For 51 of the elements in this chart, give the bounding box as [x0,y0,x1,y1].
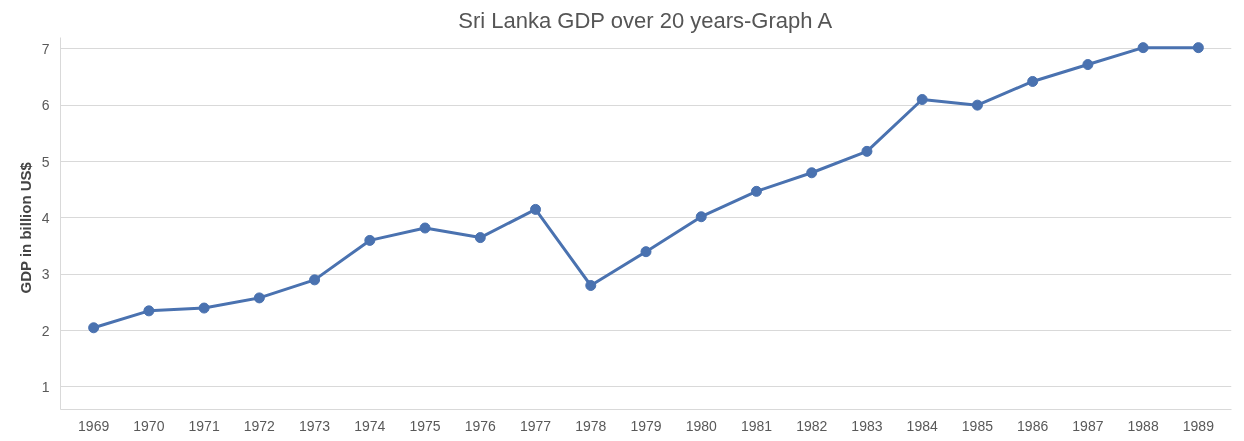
point [88,322,100,334]
x-tick-label: 1984 [906,417,938,434]
point [1082,59,1094,71]
point [1192,42,1204,54]
x-tick-label: 1981 [740,417,773,434]
chart-title: Sri Lanka GDP over 20 years-Graph A [458,7,833,33]
y-tick-label: 6 [41,97,50,114]
x-tick-label: 1983 [851,417,883,434]
x-tick-label: 1986 [1017,417,1049,434]
x-tick-label: 1969 [78,417,110,434]
y-tick-label: 3 [41,266,50,283]
point [474,232,486,244]
point [1027,75,1039,87]
x-tick-label: 1987 [1072,417,1104,434]
y-tick-label: 2 [41,322,50,339]
point [585,280,597,291]
x-tick-label: 1982 [796,417,828,434]
point [143,305,155,317]
x-tick-label: 1974 [354,417,386,434]
x-tick-label: 1972 [243,417,276,434]
point [750,185,762,197]
point [1137,42,1149,54]
x-tick-label: 1988 [1127,417,1159,434]
point [309,274,321,286]
point [198,302,210,314]
x-tick-label: 1977 [519,417,552,434]
point [419,222,431,234]
y-tick-label: 1 [41,378,50,395]
x-tick-label: 1979 [630,417,662,434]
x-tick-label: 1975 [409,417,441,434]
point [861,145,873,157]
x-tick-label: 1970 [133,417,165,434]
y-tick-label: 4 [41,209,50,226]
point [530,203,542,215]
x-tick-label: 1978 [575,417,607,434]
point [640,246,652,258]
x-tick-label: 1976 [464,417,497,434]
x-tick-label: 1989 [1182,417,1215,434]
y-tick-label: 7 [41,40,50,57]
x-tick-label: 1980 [685,417,718,434]
point [695,211,707,223]
y-axis-title: GDP in billion US$ [16,161,34,294]
x-tick-label: 1985 [961,417,994,434]
point [806,167,818,179]
x-tick-label: 1971 [188,417,220,434]
x-tick-label: 1973 [299,417,331,434]
point [971,99,983,111]
point [916,94,928,105]
y-tick-label: 5 [41,153,50,170]
point [253,292,265,304]
point [364,234,376,246]
